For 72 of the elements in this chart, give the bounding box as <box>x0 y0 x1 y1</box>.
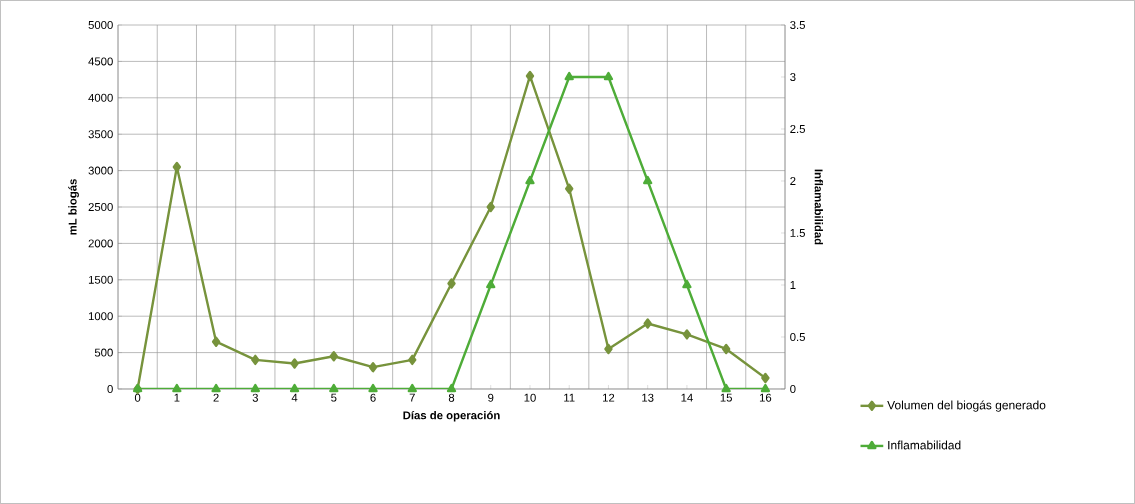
y-tick-label: 2000 <box>88 239 113 248</box>
point <box>760 383 771 393</box>
x-axis-title: Días de operación <box>403 410 500 422</box>
point <box>486 279 496 289</box>
point <box>682 279 692 289</box>
y-tick-label: 5000 <box>88 21 113 30</box>
point <box>211 383 221 393</box>
point <box>407 383 417 393</box>
y-tick-label: 1500 <box>88 275 113 284</box>
x-tick-label: 7 <box>409 393 415 402</box>
legend-label: Inflamabilidad <box>888 440 961 450</box>
y-tick-label: 4000 <box>88 93 113 102</box>
y-tick-label: 1000 <box>88 312 113 321</box>
point <box>761 372 770 384</box>
x-tick-label: 4 <box>291 393 298 402</box>
point <box>721 343 731 355</box>
y-tick-label: 500 <box>94 348 113 357</box>
point <box>408 354 417 366</box>
point <box>447 278 456 289</box>
x-tick-label: 5 <box>331 393 337 402</box>
point <box>329 383 339 393</box>
y2-tick-label: 1.5 <box>790 229 805 237</box>
y-tick-label: 2500 <box>88 203 113 212</box>
point <box>564 71 574 81</box>
y2-tick-label: 3 <box>790 72 796 81</box>
y2-tick-label: 2 <box>790 177 796 185</box>
point <box>172 383 182 393</box>
x-tick-label: 6 <box>370 393 376 402</box>
x-tick-label: 8 <box>448 393 455 402</box>
x-tick-label: 9 <box>488 393 494 402</box>
x-tick-label: 16 <box>759 393 772 402</box>
x-tick-label: 12 <box>603 393 615 402</box>
y-tick-label: 3500 <box>88 130 113 139</box>
y2-axis-title: Inflamabilidad <box>814 169 823 245</box>
x-tick-label: 3 <box>252 393 258 402</box>
y2-tick-label: 0.5 <box>790 333 805 341</box>
point <box>604 343 613 355</box>
x-tick-label: 11 <box>564 393 575 402</box>
point <box>446 383 457 393</box>
point <box>289 383 300 393</box>
x-tick-label: 2 <box>213 393 219 402</box>
y-tick-label: 4500 <box>88 57 113 66</box>
x-tick-label: 10 <box>524 393 536 402</box>
point <box>211 336 221 347</box>
x-tick-label: 15 <box>720 393 732 402</box>
point <box>486 201 495 213</box>
x-tick-label: 1 <box>174 393 180 402</box>
point <box>643 318 652 329</box>
y-tick-label: 0 <box>107 385 113 393</box>
point <box>525 70 535 82</box>
point <box>721 383 731 393</box>
y2-tick-label: 3.5 <box>790 20 805 29</box>
point <box>643 175 653 185</box>
point <box>565 183 574 194</box>
y-axis-title: mL biogás <box>68 179 79 235</box>
y2-tick-label: 2.5 <box>790 124 805 133</box>
x-tick-label: 13 <box>642 393 654 402</box>
point <box>290 358 299 369</box>
y2-tick-label: 0 <box>790 385 796 393</box>
point <box>682 329 692 340</box>
point <box>329 351 338 362</box>
legend-label: Volumen del biogás generado <box>887 400 1046 412</box>
point <box>603 71 614 81</box>
y2-tick-label: 1 <box>790 281 796 289</box>
point <box>525 175 535 185</box>
point <box>250 383 260 393</box>
point <box>368 383 378 393</box>
y-tick-label: 3000 <box>88 166 113 175</box>
x-tick-label: 0 <box>134 393 141 402</box>
x-tick-label: 14 <box>681 393 693 402</box>
point <box>368 361 378 373</box>
point <box>251 354 260 366</box>
